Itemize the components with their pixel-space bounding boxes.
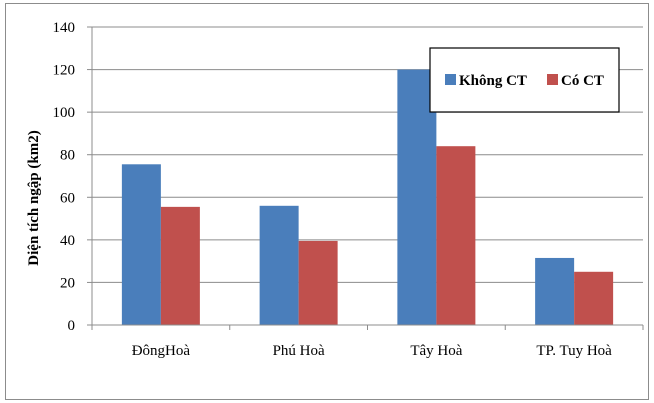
x-tick-label: Tây Hoà [410, 343, 462, 359]
y-tick-label: 100 [53, 105, 76, 121]
y-tick-label: 120 [53, 63, 76, 79]
legend-swatch-khong-ct [445, 74, 456, 85]
bar-co-ct [160, 206, 200, 325]
y-tick-label: 0 [68, 318, 76, 334]
legend: Không CT Có CT [429, 47, 620, 113]
y-tick-label: 140 [53, 20, 76, 36]
bar-co-ct [574, 271, 614, 325]
bar-khong-ct [121, 164, 161, 325]
bar-co-ct [298, 240, 338, 325]
legend-label-khong-ct: Không CT [459, 73, 527, 89]
legend-swatch-co-ct [547, 74, 558, 85]
x-tick-label: ĐôngHoà [132, 343, 191, 359]
x-tick-label: Phú Hoà [273, 343, 325, 359]
y-tick-label: 80 [60, 148, 75, 164]
y-tick-label: 60 [60, 190, 75, 206]
x-tick-labels: ĐôngHoà Phú Hoà Tây Hoà TP. Tuy Hoà [132, 343, 612, 359]
legend-label-co-ct: Có CT [561, 73, 604, 89]
y-tick-label: 20 [60, 275, 75, 291]
bar-khong-ct [535, 257, 575, 325]
y-tick-label: 40 [60, 233, 75, 249]
x-tick-label: TP. Tuy Hoà [536, 343, 612, 359]
bar-khong-ct [259, 205, 299, 325]
bar-co-ct [436, 146, 476, 325]
y-axis-label: Diện tích ngập (km2) [26, 130, 42, 265]
axes [91, 27, 644, 330]
y-tick-labels: 0 20 40 60 80 100 120 140 [53, 20, 76, 334]
legend-box [429, 47, 620, 113]
